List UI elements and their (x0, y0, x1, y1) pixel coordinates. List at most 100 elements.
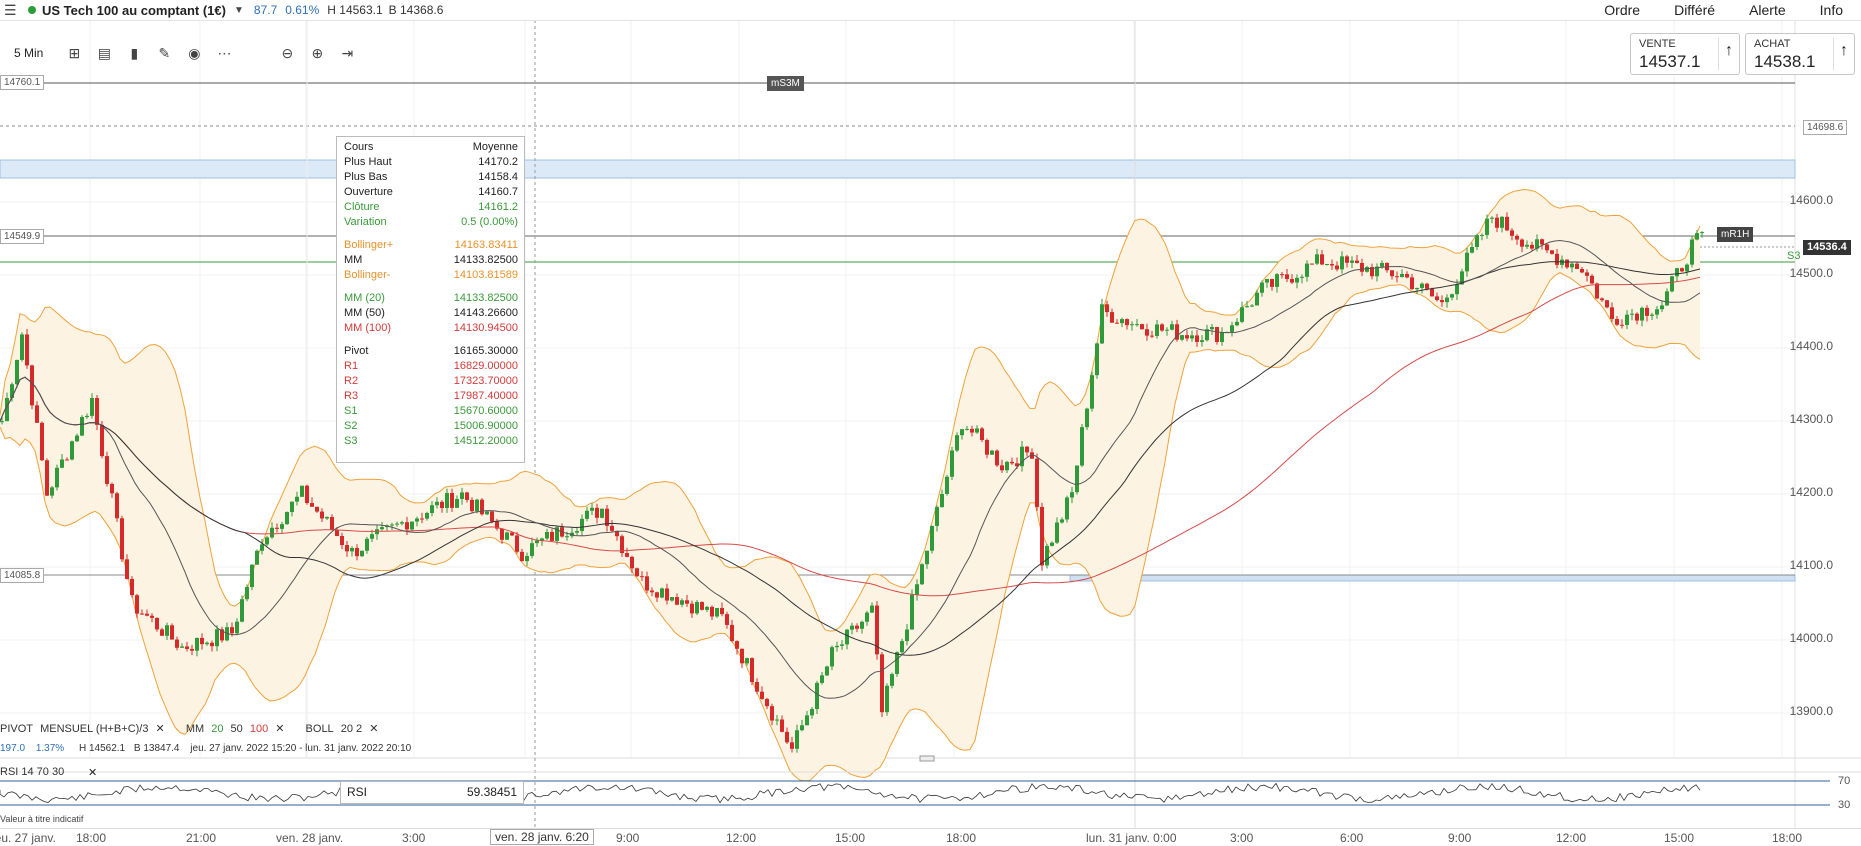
close-icon[interactable]: ✕ (275, 723, 285, 735)
candle-body (265, 537, 269, 545)
candle-body (870, 605, 874, 613)
candle-body (100, 424, 104, 457)
candle-body (855, 625, 859, 629)
candle-body (705, 606, 709, 610)
indicator-legend: PIVOT MENSUEL (H+B+C)/3 ✕ MM 20 50 100 ✕… (0, 722, 382, 735)
candle-body (540, 538, 544, 541)
candle-body (615, 530, 619, 537)
info-row-label: S2 (344, 420, 358, 432)
close-icon[interactable]: ✕ (369, 723, 379, 735)
level-tag-left: 14549.9 (0, 229, 45, 244)
hamburger-menu-icon[interactable]: ☰ (4, 1, 17, 18)
eye-icon[interactable]: ◉ (188, 45, 201, 61)
candle-body (1620, 324, 1624, 326)
pivot-indicator-name[interactable]: PIVOT (0, 723, 34, 735)
chart-toolbar: 5 Min ⊞ ▤ ▮ ✎ ◉ ⋯ ⊖ ⊕ ⇥ (0, 38, 362, 68)
ma-param-20: 20 (211, 723, 224, 735)
candle-body (490, 511, 494, 522)
pencil-icon[interactable]: ✎ (158, 45, 171, 61)
candle-body (685, 600, 689, 604)
order-button[interactable]: Ordre (1604, 2, 1641, 18)
timeframe-selector[interactable]: 5 Min (14, 46, 44, 60)
time-axis-label: 3:00 (402, 831, 426, 845)
instrument-title[interactable]: US Tech 100 au comptant (1€) (42, 2, 226, 18)
info-button[interactable]: Info (1819, 2, 1843, 18)
info-row: MM (20) 14133.82500 (344, 292, 518, 306)
close-icon[interactable]: ✕ (155, 723, 165, 735)
candle-body (1555, 253, 1559, 265)
candle-body (595, 507, 599, 518)
candle-body (330, 517, 334, 530)
zoom-out-icon[interactable]: ⊖ (281, 45, 294, 61)
candle-body (825, 666, 829, 676)
candle-body (990, 450, 994, 455)
candle-body (415, 518, 419, 522)
candle-body (635, 568, 639, 577)
ma-indicator-name[interactable]: MM (185, 723, 205, 735)
candle-body (630, 556, 634, 569)
candle-body (770, 706, 774, 721)
info-row: Clôture 14161.2 (344, 201, 518, 215)
info-row-value: 14133.82500 (453, 292, 518, 304)
candle-body (1115, 322, 1119, 324)
zoom-in-icon[interactable]: ⊕ (311, 45, 324, 61)
candle-body (1080, 427, 1084, 466)
candle-body (1500, 216, 1504, 228)
candle-body (1190, 335, 1194, 339)
candle-body (1250, 305, 1254, 307)
candle-body (1215, 326, 1219, 342)
more-icon[interactable]: ⋯ (217, 45, 232, 61)
alert-button[interactable]: Alerte (1749, 2, 1786, 18)
deferred-order-button[interactable]: Différé (1674, 2, 1716, 18)
candle-body (1200, 340, 1204, 342)
candle-body (445, 492, 449, 508)
candle-body (225, 627, 229, 641)
candle-body (1000, 465, 1004, 471)
candle-body (1280, 274, 1284, 276)
buy-ticket[interactable]: ACHAT 14538.1 ↑ (1745, 33, 1855, 75)
info-row: Bollinger- 14103.81589 (344, 269, 518, 283)
rsi-legend[interactable]: RSI 14 70 30 (0, 766, 65, 778)
time-axis-label: 18:00 (76, 831, 107, 845)
arrow-up-icon[interactable]: ↑ (1840, 42, 1848, 59)
bar-chart-icon[interactable]: ▮ (130, 45, 139, 61)
candle-body (665, 588, 669, 601)
arrow-up-icon[interactable]: ↑ (1725, 42, 1733, 59)
candle-body (210, 642, 214, 647)
candle-body (670, 597, 674, 601)
candle-body (800, 725, 804, 731)
info-row-value: 14512.20000 (453, 435, 518, 447)
rsi-lower-label: 30 (1838, 799, 1851, 811)
candle-body (1565, 259, 1569, 268)
candle-body (765, 698, 769, 707)
candle-body (95, 397, 99, 425)
candle-body (840, 644, 844, 646)
candle-body (1595, 283, 1599, 299)
time-axis-label: 15:00 (1664, 831, 1695, 845)
level-tag-left: 14760.1 (0, 75, 45, 90)
close-icon[interactable]: ✕ (88, 767, 98, 779)
candle-type-icon[interactable]: ▤ (97, 45, 111, 61)
candle-body (1520, 239, 1524, 247)
grid-icon[interactable]: ⊞ (68, 45, 81, 61)
time-axis[interactable]: jeu. 27 janv. 18:00 21:00 ven. 28 janv. 3:00… (0, 828, 1861, 846)
range-dates: jeu. 27 janv. 2022 15:20 - lun. 31 janv.… (190, 743, 412, 754)
candle-body (710, 606, 714, 617)
chevron-down-icon[interactable]: ▼ (233, 4, 244, 16)
candle-body (565, 536, 569, 538)
sell-ticket[interactable]: VENTE 14537.1 ↑ (1630, 33, 1740, 75)
info-row: Ouverture 14160.7 (344, 186, 518, 200)
info-row-value: 14163.83411 (454, 239, 518, 251)
candle-body (470, 499, 474, 512)
candle-body (1245, 306, 1249, 308)
candle-body (1510, 230, 1514, 236)
candle-body (680, 600, 684, 605)
jump-end-icon[interactable]: ⇥ (341, 45, 354, 61)
candle-body (1330, 264, 1334, 266)
candle-body (1045, 545, 1049, 566)
candle-body (270, 527, 274, 538)
candle-body (1630, 313, 1634, 315)
boll-indicator-name[interactable]: BOLL (305, 723, 334, 735)
candle-body (500, 528, 504, 540)
